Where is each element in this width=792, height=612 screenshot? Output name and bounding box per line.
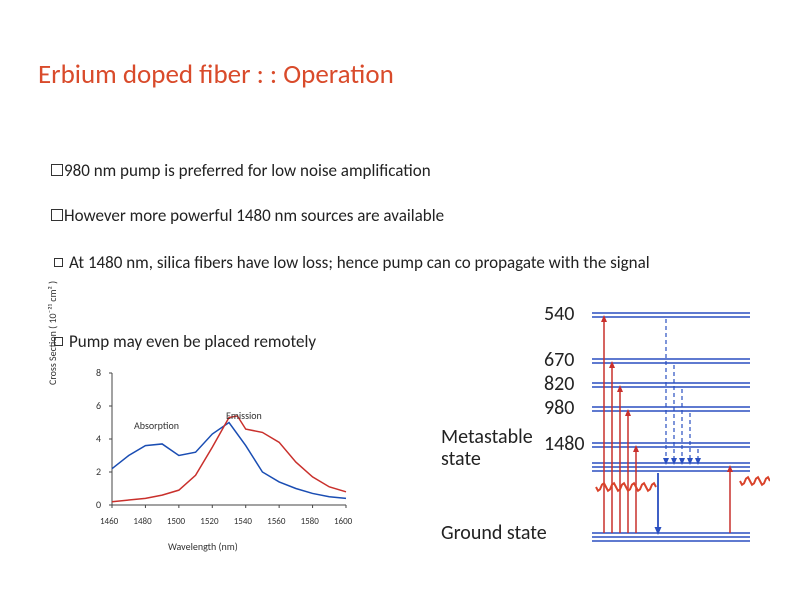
bullet-marker — [51, 209, 63, 221]
ground-label: Ground state — [441, 521, 547, 545]
page-title: Erbium doped fiber : : Operation — [38, 58, 394, 91]
level-label-670: 670 — [544, 348, 574, 372]
bullet-text: 980 nm pump is preferred for low noise a… — [64, 160, 431, 181]
cross-section-chart: Cross Section ( 10⁻²¹ cm² ) Wavelength (… — [78, 367, 352, 535]
bullet-2: However more powerful 1480 nm sources ar… — [56, 205, 444, 226]
level-label-540: 540 — [544, 302, 574, 326]
legend-absorption: Absorption — [134, 419, 179, 432]
bullet-text: Pump may even be placed remotely — [69, 331, 316, 352]
level-label-980: 980 — [544, 396, 574, 420]
y-axis-label: Cross Section ( 10⁻²¹ cm² ) — [46, 281, 59, 385]
bullet-3: At 1480 nm, silica fibers have low loss;… — [70, 252, 750, 274]
bullet-text: At 1480 nm, silica fibers have low loss;… — [69, 252, 650, 274]
bullet-4: Pump may even be placed remotely — [70, 331, 316, 352]
bullet-1: 980 nm pump is preferred for low noise a… — [56, 160, 431, 181]
level-label-820: 820 — [544, 372, 574, 396]
energy-level-diagram — [590, 295, 770, 555]
chart-svg — [78, 367, 352, 535]
level-label-1480: 1480 — [544, 432, 585, 456]
x-axis-label: Wavelength (nm) — [168, 540, 238, 553]
legend-emission: Emission — [226, 409, 262, 422]
bullet-marker — [51, 164, 63, 176]
bullet-text: However more powerful 1480 nm sources ar… — [64, 205, 444, 226]
metastable-label: Metastable state — [441, 426, 541, 470]
bullet-marker — [54, 258, 63, 267]
diagram-svg — [590, 295, 770, 555]
